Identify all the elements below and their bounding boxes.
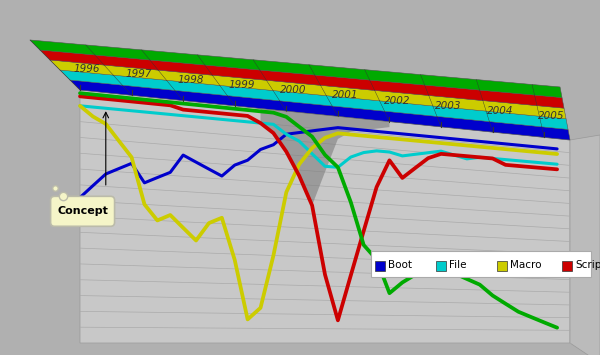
Polygon shape <box>260 108 389 206</box>
Polygon shape <box>60 70 568 130</box>
Polygon shape <box>80 90 570 343</box>
Text: 1997: 1997 <box>125 69 152 79</box>
Text: 1998: 1998 <box>177 75 203 84</box>
Text: File: File <box>449 260 467 270</box>
Text: 2002: 2002 <box>383 95 410 105</box>
Bar <box>436 261 446 271</box>
Bar <box>375 261 385 271</box>
Text: 2001: 2001 <box>332 90 358 100</box>
Text: 2005: 2005 <box>538 111 565 121</box>
Text: 1996: 1996 <box>74 64 101 74</box>
Text: Concept: Concept <box>57 206 108 216</box>
Text: 2000: 2000 <box>280 85 307 95</box>
Text: Boot: Boot <box>388 260 412 270</box>
Bar <box>497 261 507 271</box>
Bar <box>562 261 572 271</box>
Text: 2004: 2004 <box>487 106 513 116</box>
FancyBboxPatch shape <box>50 196 115 226</box>
Polygon shape <box>570 135 600 355</box>
Text: Script: Script <box>575 260 600 270</box>
Text: 1999: 1999 <box>229 80 255 90</box>
FancyBboxPatch shape <box>371 251 591 277</box>
Text: 2003: 2003 <box>435 101 461 111</box>
Polygon shape <box>30 40 562 98</box>
Text: Macro: Macro <box>510 260 542 270</box>
Polygon shape <box>50 60 566 119</box>
Polygon shape <box>40 50 564 108</box>
Polygon shape <box>70 80 570 140</box>
Polygon shape <box>30 40 570 140</box>
